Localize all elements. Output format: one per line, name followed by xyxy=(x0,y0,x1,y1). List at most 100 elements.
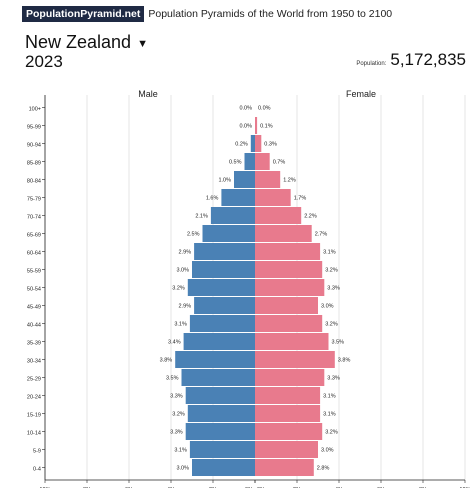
age-group-label: 5-9 xyxy=(33,449,41,455)
age-group-label: 75-79 xyxy=(27,197,41,203)
female-bar xyxy=(255,459,314,476)
male-value-label: 3.1% xyxy=(174,322,187,328)
male-value-label: 2.9% xyxy=(179,304,192,310)
male-bar xyxy=(221,189,255,206)
male-value-label: 3.8% xyxy=(160,358,173,364)
site-tagline: Population Pyramids of the World from 19… xyxy=(148,8,393,20)
male-bar xyxy=(244,153,255,170)
female-value-label: 0.7% xyxy=(273,160,286,166)
male-bar xyxy=(183,333,255,350)
male-bar xyxy=(210,207,255,224)
male-value-label: 3.4% xyxy=(168,340,181,346)
age-group-label: 15-19 xyxy=(27,413,41,419)
female-bar xyxy=(255,171,281,188)
male-value-label: 3.0% xyxy=(176,268,189,274)
male-value-label: 1.0% xyxy=(218,178,231,184)
female-value-label: 2.7% xyxy=(315,232,328,238)
male-value-label: 3.2% xyxy=(172,412,185,418)
female-value-label: 3.1% xyxy=(323,394,336,400)
female-bar xyxy=(255,369,325,386)
site-header: PopulationPyramid.net Population Pyramid… xyxy=(22,6,392,22)
female-bar xyxy=(255,441,318,458)
age-group-label: 45-49 xyxy=(27,305,41,311)
male-bar xyxy=(189,315,255,332)
male-value-label: 3.2% xyxy=(172,286,185,292)
male-value-label: 3.3% xyxy=(170,430,183,436)
female-value-label: 3.3% xyxy=(327,376,340,382)
male-bar xyxy=(234,171,255,188)
male-value-label: 2.9% xyxy=(179,250,192,256)
female-value-label: 1.7% xyxy=(294,196,307,202)
male-value-label: 3.0% xyxy=(176,466,189,472)
female-value-label: 3.1% xyxy=(323,412,336,418)
male-value-label: 0.0% xyxy=(239,124,252,130)
female-value-label: 3.8% xyxy=(338,358,351,364)
age-group-label: 30-34 xyxy=(27,359,41,365)
legend-male: Male xyxy=(138,89,158,99)
female-value-label: 3.3% xyxy=(327,286,340,292)
female-bar xyxy=(255,297,318,314)
male-bar xyxy=(189,441,255,458)
male-value-label: 1.6% xyxy=(206,196,219,202)
male-bar xyxy=(250,135,255,152)
female-bar xyxy=(255,189,291,206)
year-label: 2023 xyxy=(25,52,63,71)
female-bar xyxy=(255,153,270,170)
male-bar xyxy=(181,369,255,386)
female-value-label: 0.0% xyxy=(258,106,271,112)
age-group-label: 95-99 xyxy=(27,125,41,131)
age-group-label: 100+ xyxy=(29,107,41,113)
male-value-label: 3.1% xyxy=(174,448,187,454)
caret-down-icon[interactable]: ▼ xyxy=(137,37,148,50)
female-bar xyxy=(255,243,321,260)
male-value-label: 3.5% xyxy=(166,376,179,382)
age-group-label: 25-29 xyxy=(27,377,41,383)
age-group-label: 65-69 xyxy=(27,233,41,239)
female-bar xyxy=(255,135,262,152)
female-bar xyxy=(255,117,258,134)
brand-logo[interactable]: PopulationPyramid.net xyxy=(22,6,145,22)
male-bar xyxy=(202,225,255,242)
female-value-label: 2.2% xyxy=(304,214,317,220)
age-group-label: 70-74 xyxy=(27,215,41,221)
female-bar xyxy=(255,405,321,422)
male-bar xyxy=(185,423,255,440)
age-group-label: 80-84 xyxy=(27,179,41,185)
age-group-label: 0-4 xyxy=(33,467,41,473)
age-group-label: 55-59 xyxy=(27,269,41,275)
population-summary: Population: 5,172,835 xyxy=(356,50,466,70)
age-group-label: 20-24 xyxy=(27,395,41,401)
population-label: Population: xyxy=(356,61,387,67)
male-bar xyxy=(194,243,255,260)
age-group-label: 40-44 xyxy=(27,323,41,329)
female-bar xyxy=(255,351,335,368)
population-value: 5,172,835 xyxy=(390,50,466,69)
country-selector[interactable]: New Zealand ▼ xyxy=(25,32,148,53)
age-group-label: 90-94 xyxy=(27,143,41,149)
female-bar xyxy=(255,207,302,224)
female-value-label: 1.2% xyxy=(283,178,296,184)
male-bar xyxy=(192,261,255,278)
female-value-label: 3.2% xyxy=(325,430,338,436)
female-value-label: 2.8% xyxy=(317,466,330,472)
female-value-label: 3.0% xyxy=(321,448,334,454)
male-bar xyxy=(187,279,255,296)
age-group-label: 60-64 xyxy=(27,251,41,257)
female-bar xyxy=(255,279,325,296)
male-bar xyxy=(194,297,255,314)
male-bar xyxy=(185,387,255,404)
male-value-label: 0.5% xyxy=(229,160,242,166)
female-value-label: 0.3% xyxy=(264,142,277,148)
male-value-label: 3.3% xyxy=(170,394,183,400)
male-value-label: 0.2% xyxy=(235,142,248,148)
female-bar xyxy=(255,423,323,440)
female-bar xyxy=(255,333,329,350)
female-value-label: 3.2% xyxy=(325,268,338,274)
female-value-label: 3.2% xyxy=(325,322,338,328)
male-bar xyxy=(175,351,255,368)
male-bar xyxy=(187,405,255,422)
legend-female: Female xyxy=(346,89,376,99)
female-bar xyxy=(255,225,312,242)
female-bar xyxy=(255,387,321,404)
